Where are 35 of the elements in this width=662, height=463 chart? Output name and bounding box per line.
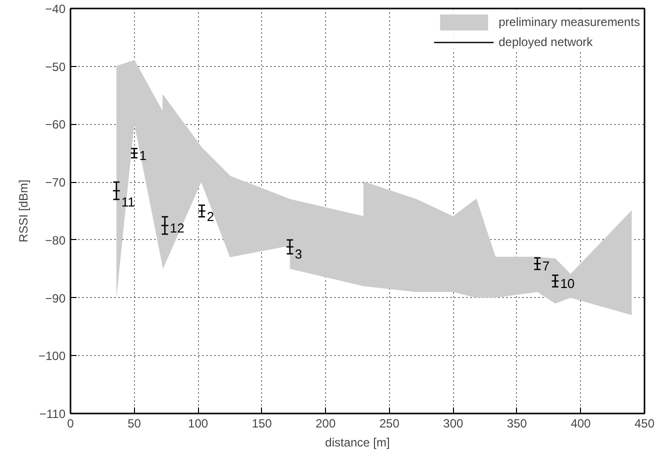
point <box>198 206 206 216</box>
y-tick-label: −40 <box>45 2 66 16</box>
point <box>533 260 542 268</box>
x-tick-label: 50 <box>128 416 142 430</box>
legend-label: deployed network <box>498 35 593 49</box>
x-tick-label: 0 <box>67 416 74 430</box>
x-tick-label: 100 <box>188 416 208 430</box>
y-tick-label: −100 <box>38 349 66 364</box>
annotation: 3 <box>294 246 302 262</box>
point <box>551 276 560 286</box>
x-tick-label: 400 <box>570 416 592 430</box>
x-tick-label: 300 <box>443 416 464 430</box>
annotation: 7 <box>542 258 550 274</box>
point <box>286 242 294 251</box>
y-tick-label: −50 <box>45 60 66 74</box>
annotation: 12 <box>170 220 184 236</box>
annotation: 2 <box>206 208 214 224</box>
annotation: 10 <box>560 276 575 292</box>
y-tick-label: −60 <box>45 118 66 132</box>
legend-label: preliminary measurements <box>498 15 640 29</box>
y-tick-label: −90 <box>45 291 66 306</box>
y-axis-title: RSSI [dBm] <box>16 180 30 242</box>
point <box>160 221 169 230</box>
y-tick-label: −80 <box>45 233 66 248</box>
x-tick-label: 450 <box>634 416 655 430</box>
annotation: 11 <box>121 194 135 210</box>
x-tick-label: 200 <box>316 416 336 430</box>
x-tick-label: 150 <box>252 416 272 430</box>
point <box>112 186 121 195</box>
y-tick-label: −70 <box>45 176 66 190</box>
x-axis-title: distance [m] <box>325 436 390 450</box>
y-tick-label: −110 <box>39 407 66 421</box>
x-tick-label: 250 <box>379 416 400 430</box>
x-tick-label: 350 <box>506 416 528 430</box>
annotation: 1 <box>139 148 147 164</box>
